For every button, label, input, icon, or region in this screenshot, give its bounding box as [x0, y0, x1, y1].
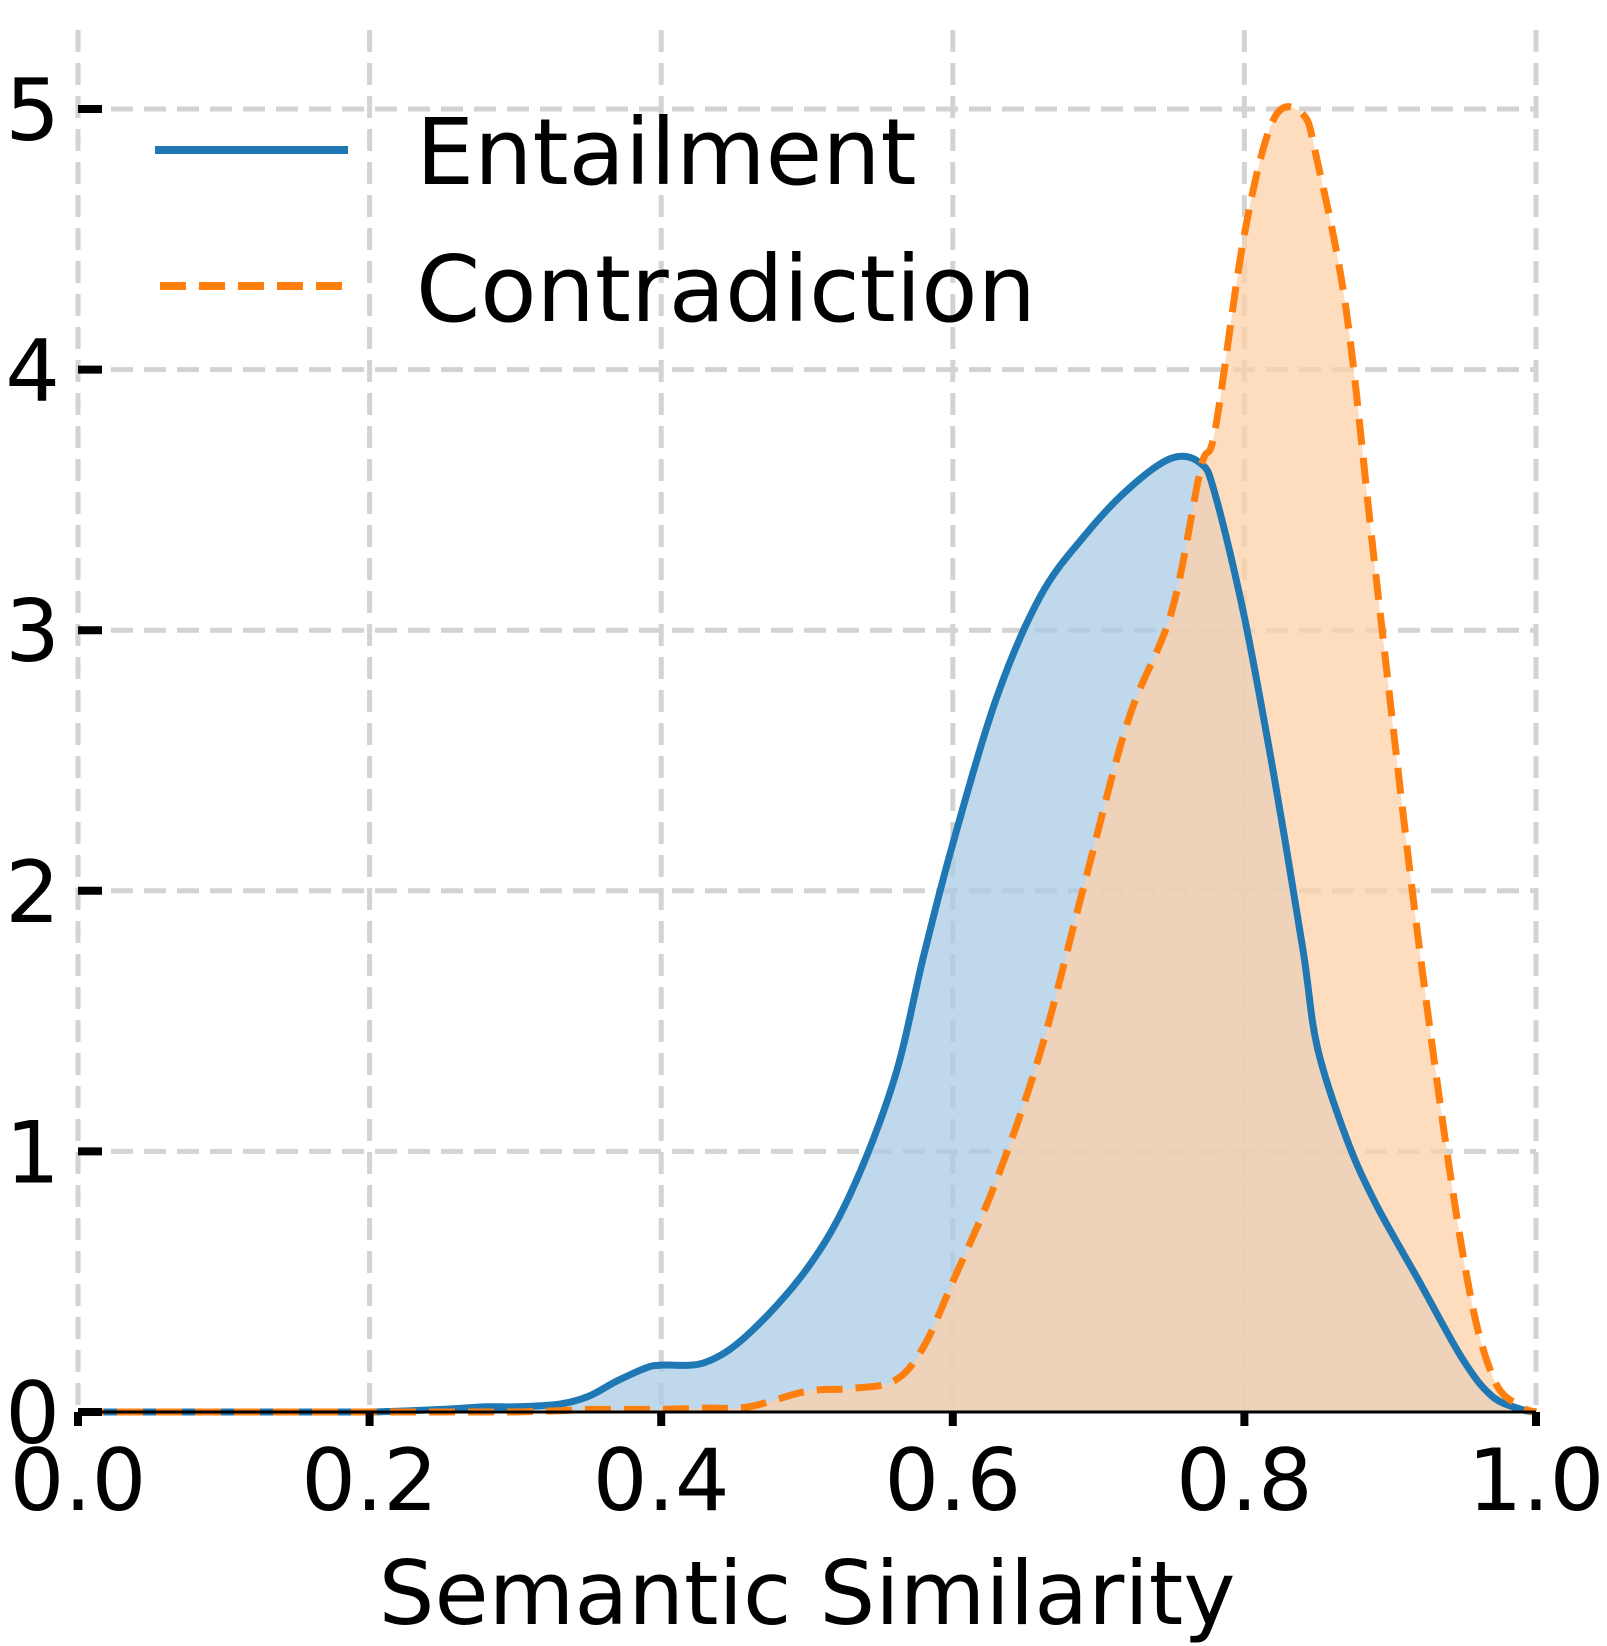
y-axis-ticks: 0 1 2 3 4 5 — [5, 61, 102, 1464]
y-tick-label-4: 4 — [5, 322, 60, 422]
density-areas — [78, 106, 1536, 1413]
y-tick-label-2: 2 — [5, 843, 60, 943]
x-tick-label-3: 0.6 — [884, 1431, 1021, 1531]
y-tick-label-3: 3 — [5, 582, 60, 682]
x-axis-label: Semantic Similarity — [379, 1542, 1236, 1645]
x-tick-label-2: 0.4 — [593, 1431, 730, 1531]
x-tick-label-1: 0.2 — [301, 1431, 438, 1531]
x-axis-ticks: 0.0 0.2 0.4 0.6 0.8 1.0 — [10, 1412, 1605, 1531]
grid — [75, 30, 1539, 1412]
x-tick-label-0: 0.0 — [10, 1431, 147, 1531]
legend-label-entailment: Entailment — [416, 99, 917, 206]
x-tick-label-5: 1.0 — [1468, 1431, 1605, 1531]
area-contradiction — [78, 106, 1536, 1413]
y-tick-label-0: 0 — [5, 1364, 60, 1464]
legend-label-contradiction: Contradiction — [416, 236, 1036, 343]
legend: Entailment Contradiction — [155, 99, 1036, 343]
x-tick-label-4: 0.8 — [1176, 1431, 1313, 1531]
line-entailment — [78, 452, 1537, 1416]
y-tick-label-1: 1 — [5, 1103, 60, 1203]
y-tick-label-5: 5 — [5, 61, 60, 161]
